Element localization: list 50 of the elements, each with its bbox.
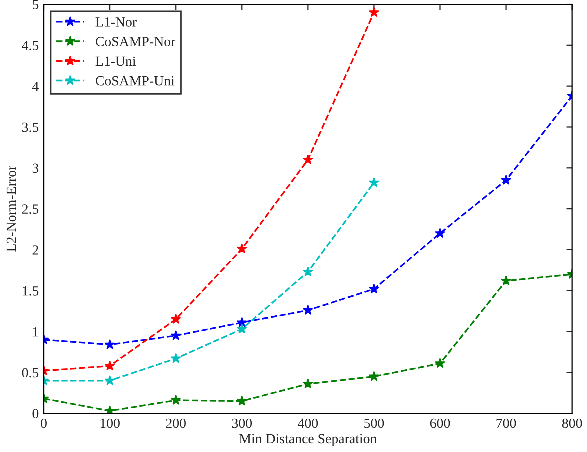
x-tick-label: 800	[562, 418, 582, 428]
legend-label: L1-Uni	[96, 56, 136, 66]
point	[435, 228, 446, 238]
x-tick-label: 600	[430, 418, 450, 428]
y-tick-label: 2.5	[22, 204, 39, 214]
x-tick-label: 200	[166, 418, 186, 428]
point	[104, 375, 116, 386]
x-tick-label: 0	[41, 418, 47, 428]
point	[170, 395, 182, 405]
point	[170, 353, 182, 364]
point	[303, 266, 314, 276]
y-tick-label: 1	[33, 327, 38, 337]
point	[236, 396, 248, 406]
point	[303, 154, 314, 164]
point	[501, 175, 512, 185]
point	[104, 406, 116, 414]
point	[170, 330, 182, 340]
point	[303, 305, 314, 315]
point	[369, 7, 380, 18]
point	[501, 276, 512, 286]
legend-label: L1-Nor	[96, 18, 137, 27]
y-tick-label: 0	[32, 409, 39, 419]
y-tick-label: 3.5	[22, 122, 39, 132]
x-tick-label: 300	[232, 418, 252, 428]
x-tick-label: 700	[496, 418, 516, 428]
point	[435, 358, 446, 368]
point	[369, 371, 380, 382]
y-axis-title: L2-Norm-Error	[6, 166, 16, 252]
point	[236, 324, 248, 334]
x-tick-label: 500	[364, 418, 384, 428]
point	[104, 339, 116, 350]
legend-label: CoSAMP-Nor	[96, 37, 176, 47]
x-tick-label: 400	[298, 418, 318, 428]
y-tick-label: 4	[32, 82, 39, 92]
point	[369, 284, 380, 294]
y-tick-label: 3	[32, 164, 39, 174]
point	[236, 244, 248, 254]
point	[104, 360, 116, 371]
y-tick-label: 0.5	[22, 368, 39, 378]
point	[303, 378, 314, 389]
y-tick-label: 2	[32, 246, 38, 255]
x-tick-label: 100	[100, 418, 120, 428]
legend-label: CoSAMP-Uni	[96, 76, 175, 86]
y-tick-label: 1.5	[23, 286, 39, 296]
point	[236, 317, 248, 328]
y-tick-label: 5	[33, 0, 39, 10]
point	[170, 314, 182, 324]
point	[369, 177, 380, 188]
y-tick-label: 4.5	[22, 41, 39, 50]
x-axis-title: Min Distance Separation	[240, 434, 378, 446]
